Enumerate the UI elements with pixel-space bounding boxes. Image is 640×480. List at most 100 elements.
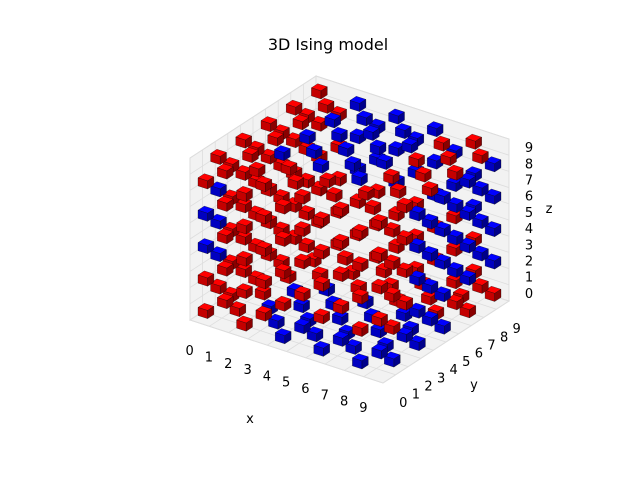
voxel-up [294,188,311,205]
z-tick-label: 4 [525,222,533,237]
y-tick-label: 1 [412,388,420,403]
voxel-up [465,133,483,150]
voxel-down [421,213,439,230]
voxel-down [299,128,316,145]
x-tick-label: 0 [186,344,194,359]
voxel-up [274,263,292,280]
voxel-up [280,159,298,176]
voxel-up [371,214,388,230]
voxel-down [409,238,426,254]
voxel-up [446,294,464,311]
voxel-up [383,254,401,271]
voxel-down [312,157,330,174]
y-axis-label: y [470,378,478,393]
voxel-up [396,197,414,214]
voxel-down [274,145,291,162]
grid-line [189,75,317,159]
y-tick-label: 8 [500,330,508,345]
voxel-down [484,253,502,270]
y-tick-label: 2 [424,380,432,395]
voxel-up [352,223,369,240]
voxel-down [332,331,350,347]
voxel-up [311,83,328,100]
voxel-down [396,327,414,343]
voxel-up [433,135,451,152]
voxel-up [364,199,382,216]
x-tick-label: 9 [359,401,367,416]
y-tick-label: 3 [437,371,445,386]
voxel-up [294,253,311,270]
voxel-down [383,351,401,368]
voxel-down [421,310,439,327]
voxel-up [472,278,489,294]
voxel-up [396,294,414,311]
voxel-up [371,311,388,327]
voxel-up [371,246,388,263]
voxel-down [484,188,502,205]
voxel-down [351,170,368,187]
voxel-down [345,339,362,355]
voxel-down [401,137,419,154]
voxel-up [375,262,393,279]
voxel-up [415,166,432,183]
voxel-up [260,116,278,133]
voxel-up [294,286,311,302]
x-tick-label: 2 [224,357,232,372]
voxel-down [459,270,477,286]
chart-title: 3D Ising model [268,35,388,54]
x-tick-label: 1 [205,350,213,365]
voxel-up [313,276,331,292]
voxel-up [274,198,292,215]
voxel-up [484,286,502,302]
voxel-up [274,295,292,312]
z-tick-label: 9 [525,141,533,156]
voxel-up [313,243,331,260]
y-tick-label: 0 [399,396,407,411]
x-tick-label: 6 [301,382,309,397]
grid-line [315,75,510,140]
voxel-up [349,193,367,210]
grid-line [382,300,510,384]
voxel-down [459,237,477,254]
voxel-up [313,211,331,228]
voxel-down [446,229,464,246]
voxel-up [210,149,227,165]
voxel-up [396,230,414,246]
voxel-up [287,174,305,191]
x-tick-label: 7 [321,388,329,403]
voxel-up [197,270,215,287]
voxel-down [484,156,502,173]
voxel-up [396,262,414,279]
voxel-up [317,98,335,114]
voxel-up [255,305,273,322]
voxel-down [369,139,387,156]
voxel-up [197,173,215,190]
voxel-down [434,286,451,303]
voxel-down [446,262,464,278]
voxel-up [298,237,316,254]
z-tick-label: 0 [525,287,533,302]
y-tick-label: 4 [450,363,458,378]
z-tick-label: 8 [525,157,533,172]
voxel-down [409,302,426,319]
voxel-up [210,278,227,295]
voxel-down [274,328,292,345]
voxel-up [357,185,375,201]
z-axis-label: z [546,202,553,217]
x-tick-label: 8 [340,395,348,410]
voxel-down [268,313,285,330]
voxel-layer [197,83,502,370]
voxel-down [484,221,502,237]
voxel-down [434,254,451,270]
y-tick-label: 9 [513,322,521,337]
voxel-down [210,246,227,263]
voxel-up [242,147,259,163]
voxel-up [388,238,405,255]
voxel-up [319,172,336,189]
voxel-up [255,176,273,192]
voxel-up [267,130,284,147]
voxel-down [371,343,388,360]
voxel-down [210,181,227,198]
